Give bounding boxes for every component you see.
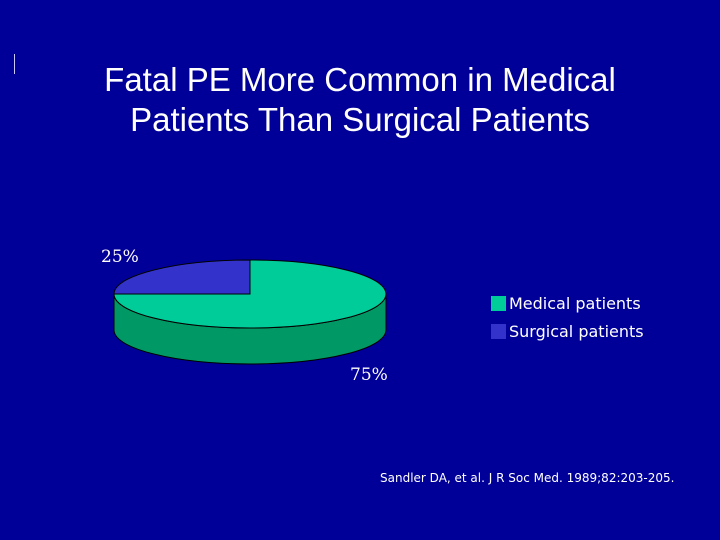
slide-title: Fatal PE More Common in Medical Patients… [30, 60, 690, 140]
legend-item-surgical: Surgical patients [491, 317, 644, 345]
slice-label-surgical: 25% [101, 247, 139, 267]
legend-item-medical: Medical patients [491, 289, 644, 317]
edge-mark [14, 54, 15, 74]
pie-tops [113, 259, 387, 329]
legend-label-medical: Medical patients [509, 293, 641, 313]
slice-label-medical: 75% [350, 365, 388, 385]
citation: Sandler DA, et al. J R Soc Med. 1989;82:… [380, 471, 675, 485]
pie-slice-surgical [113, 259, 251, 295]
legend-swatch-medical [491, 295, 506, 311]
title-line-1: Fatal PE More Common in Medical [104, 61, 616, 98]
legend-swatch-surgical [491, 323, 506, 339]
legend-label-surgical: Surgical patients [509, 321, 644, 341]
chart-legend: Medical patients Surgical patients [491, 289, 644, 345]
title-line-2: Patients Than Surgical Patients [130, 101, 590, 138]
